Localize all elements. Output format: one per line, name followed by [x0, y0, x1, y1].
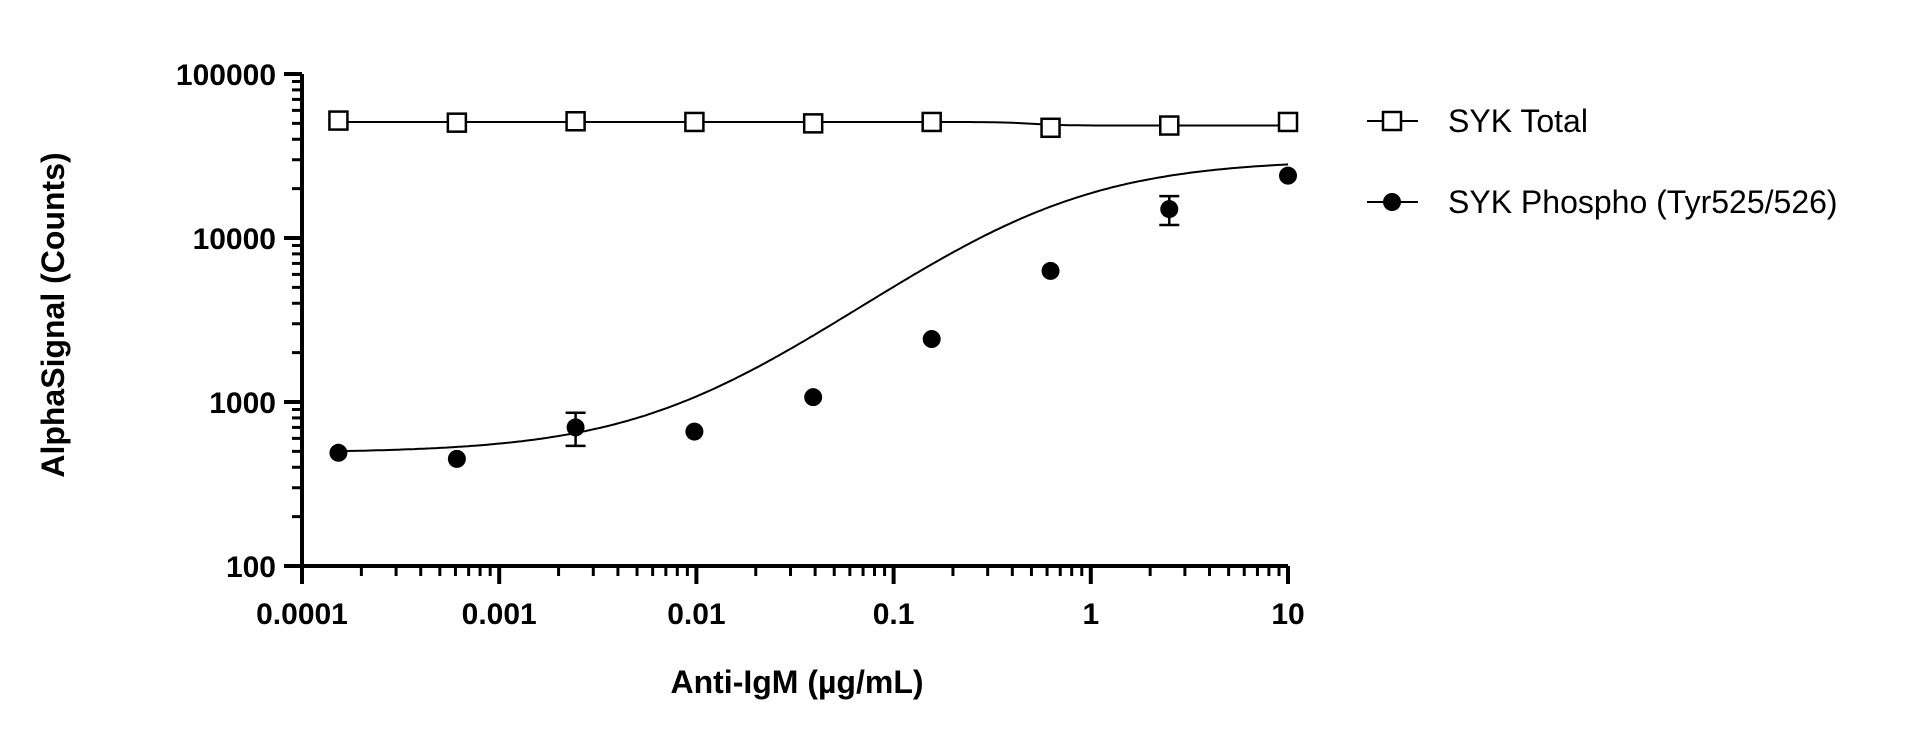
point-syk-phospho: [566, 418, 585, 437]
x-tick-label: 1: [1082, 598, 1099, 631]
y-tick-label: 100000: [176, 59, 276, 92]
point-syk-total: [1277, 111, 1299, 133]
point-syk-phospho: [1041, 261, 1060, 280]
x-tick-label: 0.01: [667, 598, 725, 631]
error-bars: [565, 194, 1180, 448]
fit-curve-syk-phospho: [338, 163, 1289, 453]
point-syk-phospho: [447, 449, 466, 468]
legend-label: SYK Phospho (Tyr525/526): [1448, 184, 1838, 220]
y-axis-title: AlphaSignal (Counts): [35, 152, 71, 477]
x-tick-label: 0.001: [462, 598, 537, 631]
point-syk-total: [921, 111, 942, 133]
data-points: [328, 110, 1299, 468]
legend: SYK Total SYK Phospho (Tyr525/526): [1367, 103, 1838, 220]
legend-marker-syk-phospho: [1383, 193, 1401, 211]
point-syk-total: [802, 113, 824, 134]
x-tick-label: 10: [1271, 598, 1304, 631]
point-syk-phospho: [685, 422, 704, 441]
point-syk-total: [684, 111, 705, 133]
point-syk-total: [1040, 117, 1061, 139]
y-tick-label: 1000: [209, 387, 276, 420]
point-syk-total: [565, 111, 586, 132]
x-tick-label: 0.0001: [256, 598, 348, 631]
x-axis-title: Anti-IgM (µg/mL): [670, 664, 923, 700]
y-tick-label: 10000: [193, 223, 276, 256]
y-tick-label: 100: [226, 551, 276, 584]
point-syk-phospho: [1279, 166, 1297, 185]
legend-label: SYK Total: [1448, 103, 1588, 139]
point-syk-phospho: [329, 443, 348, 462]
x-tick-label: 0.1: [873, 598, 915, 631]
point-syk-total: [446, 112, 468, 133]
legend-marker-syk-total: [1381, 110, 1403, 132]
point-syk-total: [328, 110, 349, 131]
point-syk-phospho: [922, 330, 941, 349]
point-syk-total: [1159, 115, 1180, 136]
point-syk-phospho: [1160, 200, 1179, 219]
axes: 100 1000 10000 100000 0.0001 0.001 0.01 0.1 1 10: [176, 59, 1305, 631]
point-syk-phospho: [804, 388, 823, 407]
